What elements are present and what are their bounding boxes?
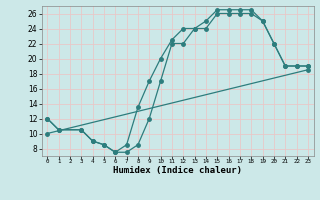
X-axis label: Humidex (Indice chaleur): Humidex (Indice chaleur) [113, 166, 242, 175]
